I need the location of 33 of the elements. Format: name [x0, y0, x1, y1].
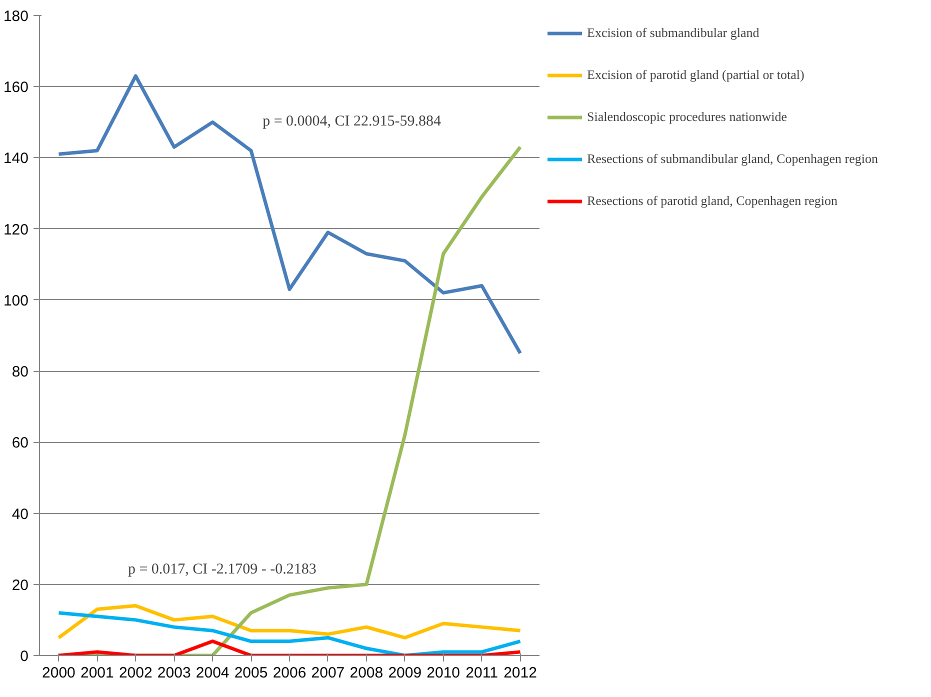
- x-tick-label: 2007: [311, 664, 345, 682]
- y-tick-label: 80: [12, 364, 29, 381]
- x-tick-label: 2012: [504, 664, 537, 682]
- x-tick-label: 2001: [80, 664, 114, 682]
- x-tick-label: 2000: [42, 664, 76, 682]
- annotation: p = 0.0004, CI 22.915-59.884: [262, 113, 442, 130]
- x-tick-label: 2002: [118, 664, 152, 682]
- annotation: p = 0.017, CI -2.1709 - -0.2183: [128, 561, 316, 578]
- y-tick-label: 40: [12, 506, 29, 523]
- x-tick-label: 2009: [388, 664, 422, 682]
- x-tick-label: 2003: [157, 664, 191, 682]
- y-tick-label: 140: [3, 150, 29, 168]
- line-series: [56, 604, 522, 640]
- legend-label: Resections of parotid gland, Copenhagen region: [587, 193, 838, 209]
- x-tick-label: 2006: [272, 664, 306, 682]
- legend-label: Excision of submandibular gland: [587, 25, 760, 41]
- y-tick-label: 160: [3, 79, 29, 96]
- y-tick-label: 0: [20, 648, 28, 665]
- y-tick-label: 180: [3, 8, 29, 25]
- line-series: [56, 611, 522, 656]
- y-tick-label: 120: [3, 221, 29, 238]
- x-tick-label: 2008: [350, 664, 384, 682]
- y-tick-label: 60: [12, 434, 29, 452]
- legend-label: Excision of parotid gland (partial or total): [587, 67, 804, 83]
- y-tick-label: 100: [3, 292, 29, 310]
- x-tick-label: 2011: [466, 664, 498, 682]
- line-series: [56, 74, 522, 356]
- legend-label: Sialendoscopic procedures nationwide: [587, 109, 787, 125]
- legend-label: Resections of submandibular gland, Copenhagen region: [587, 151, 878, 167]
- y-tick-label: 20: [12, 576, 29, 594]
- x-tick-label: 2005: [234, 664, 268, 682]
- x-tick-label: 2010: [426, 664, 460, 682]
- x-tick-label: 2004: [196, 664, 230, 682]
